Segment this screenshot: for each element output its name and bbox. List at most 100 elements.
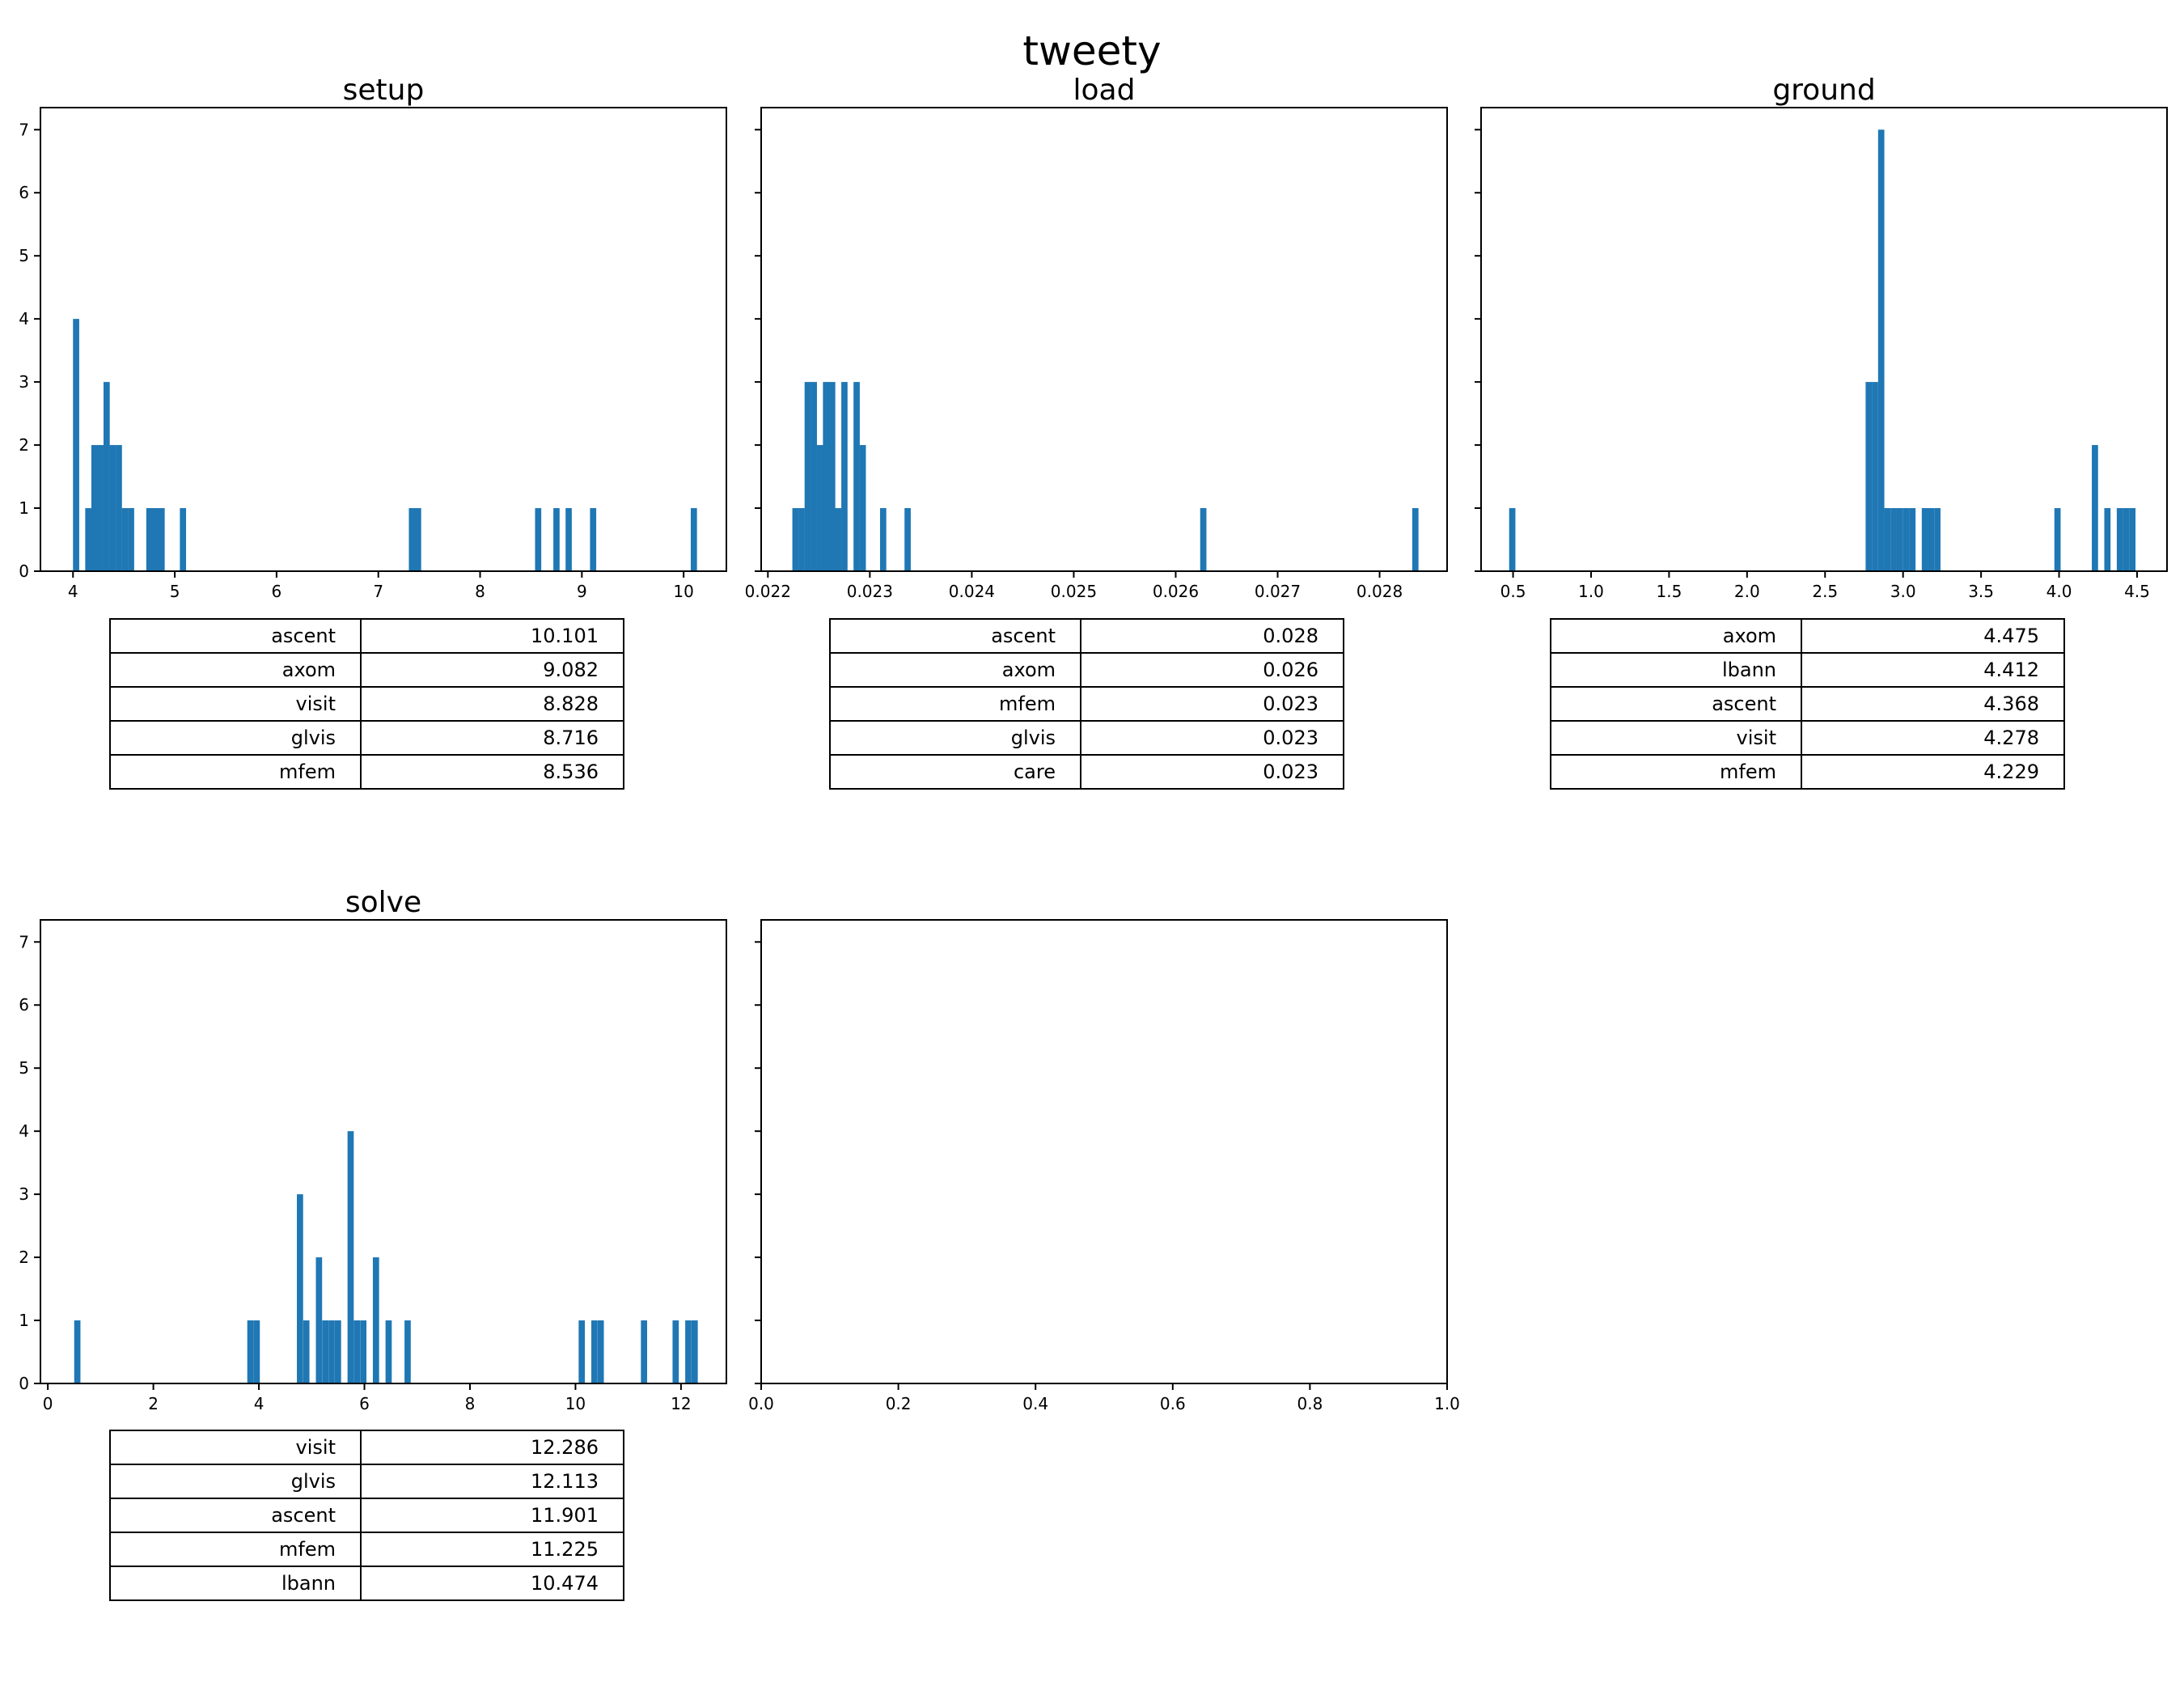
table-cell-name: axom (109, 652, 362, 688)
table-cell-name: visit (109, 686, 362, 722)
histogram-bar (1872, 382, 1878, 571)
x-tick-label: 8 (475, 582, 485, 601)
table-cell-value: 12.113 (360, 1464, 624, 1499)
x-tick-label: 1.5 (1656, 582, 1682, 601)
table-cell-value: 0.026 (1080, 652, 1344, 688)
axes-frame (760, 107, 1448, 572)
table-row: glvis 12.113 (109, 1464, 624, 1499)
histogram-bar (128, 508, 134, 571)
x-tick-label: 0.0 (748, 1394, 774, 1413)
histogram-bar (152, 508, 159, 571)
x-tick-label: 0 (43, 1394, 53, 1413)
histogram-bar (1509, 508, 1516, 571)
subplot-title: setup (343, 74, 425, 107)
histogram-bar (578, 1320, 586, 1383)
x-tick-label: 0.4 (1022, 1394, 1048, 1413)
table-cell-name: mfem (1550, 754, 1802, 790)
histogram-bar (798, 508, 805, 571)
histogram-bar (297, 1194, 303, 1383)
top-values-table: ascent 10.101 axom 9.082 visit 8.828 glvis 8.71… (109, 618, 624, 790)
x-tick-label: 2 (148, 1394, 159, 1413)
histogram-bar (347, 1131, 354, 1383)
x-tick-label: 5 (170, 582, 180, 601)
x-tick-label: 1.0 (1578, 582, 1604, 601)
x-tick-label: 12 (671, 1394, 691, 1413)
y-tick-label: 1 (19, 498, 29, 518)
table-cell-value: 9.082 (360, 652, 624, 688)
x-tick-label: 4 (254, 1394, 265, 1413)
x-tick-label: 9 (577, 582, 587, 601)
axes-frame (40, 919, 727, 1384)
subplot-title: ground (1772, 74, 1875, 107)
histogram-bar (1921, 508, 1928, 571)
table-cell-value: 10.101 (360, 618, 624, 654)
x-tick-label: 0.025 (1051, 582, 1097, 601)
histogram-bar (691, 1320, 698, 1383)
table-cell-name: ascent (1550, 686, 1802, 722)
top-values-table: axom 4.475 lbann 4.412 ascent 4.368 visit 4.278… (1550, 618, 2065, 790)
x-tick-label: 1.0 (1434, 1394, 1460, 1413)
top-values-table: visit 12.286 glvis 12.113 ascent 11.901 mfem 11… (109, 1430, 624, 1601)
table-cell-value: 4.475 (1801, 618, 2065, 654)
histogram-bar (360, 1320, 366, 1383)
table-cell-name: visit (109, 1430, 362, 1465)
table-cell-value: 4.368 (1801, 686, 2065, 722)
histogram-bar (415, 508, 421, 571)
table-cell-value: 8.716 (360, 720, 624, 756)
histogram-bar (2123, 508, 2130, 571)
table-row: lbann 10.474 (109, 1566, 624, 1601)
histogram-bar (97, 445, 104, 571)
y-tick-label: 6 (19, 183, 29, 202)
x-tick-label: 0.8 (1297, 1394, 1323, 1413)
y-tick-label: 7 (19, 932, 29, 951)
histogram-bar (535, 508, 542, 571)
histogram-bar (828, 382, 836, 571)
histogram-bar (672, 1320, 679, 1383)
x-tick-label: 3.0 (1890, 582, 1916, 601)
table-row: axom 4.475 (1550, 618, 2065, 654)
figure-title: tweety (1022, 28, 1161, 74)
x-tick-label: 0.022 (745, 582, 791, 601)
subplot-empty: 0.0 0.2 0.4 0.6 0.8 1.0 (748, 919, 1460, 1413)
table-cell-value: 0.028 (1080, 618, 1344, 654)
table-row: care 0.023 (829, 754, 1344, 790)
table-cell-name: ascent (109, 618, 362, 654)
x-tick-label: 0.023 (847, 582, 893, 601)
subplot-title: load (1073, 74, 1136, 107)
histogram-bar (1200, 508, 1207, 571)
y-tick-label: 5 (19, 246, 29, 265)
table-row: ascent 4.368 (1550, 686, 2065, 722)
table-cell-name: mfem (109, 754, 362, 790)
histogram-bar (591, 1320, 598, 1383)
histogram-bar (641, 1320, 648, 1383)
histogram-bar (853, 382, 860, 571)
table-cell-name: visit (1550, 720, 1802, 756)
histogram-bar (109, 445, 116, 571)
table-row: lbann 4.412 (1550, 652, 2065, 688)
y-tick-label: 7 (19, 120, 29, 139)
x-tick-label: 0.024 (949, 582, 995, 601)
table-cell-value: 4.412 (1801, 652, 2065, 688)
histogram-bar (253, 1320, 260, 1383)
table-row: visit 4.278 (1550, 720, 2065, 756)
x-tick-label: 0.028 (1357, 582, 1403, 601)
table-cell-name: glvis (829, 720, 1081, 756)
table-cell-value: 8.536 (360, 754, 624, 790)
histogram-bar (590, 508, 597, 571)
histogram-bar (2054, 508, 2061, 571)
y-tick-label: 0 (19, 1374, 29, 1393)
table-row: ascent 11.901 (109, 1498, 624, 1533)
histogram-bar (904, 508, 911, 571)
subplot-title: solve (345, 886, 421, 919)
x-tick-label: 4 (68, 582, 78, 601)
table-cell-value: 0.023 (1080, 720, 1344, 756)
histogram-bar (1896, 508, 1903, 571)
histogram-bar (1928, 508, 1935, 571)
table-cell-name: mfem (109, 1532, 362, 1567)
histogram-bar (1877, 129, 1885, 572)
histogram-bar (372, 1257, 379, 1383)
table-cell-value: 11.225 (360, 1532, 624, 1567)
y-tick-label: 2 (19, 1248, 29, 1267)
